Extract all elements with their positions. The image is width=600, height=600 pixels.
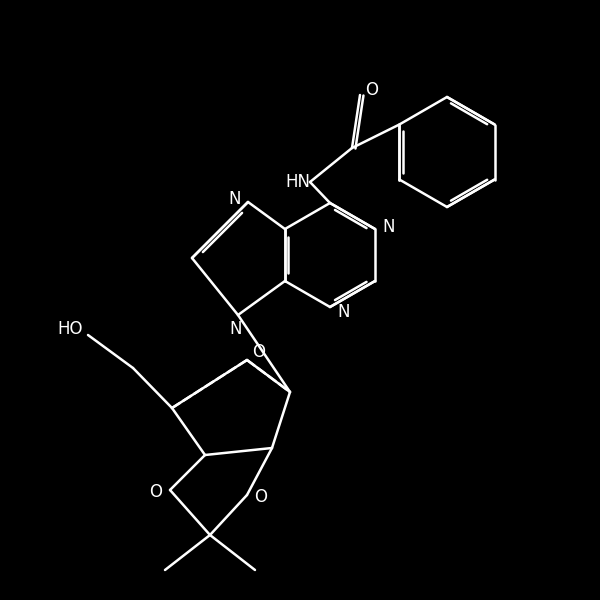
Text: HO: HO [57, 320, 83, 338]
Text: O: O [254, 488, 268, 506]
Text: HN: HN [286, 173, 311, 191]
Text: O: O [253, 343, 265, 361]
Text: O: O [149, 483, 163, 501]
Text: O: O [365, 81, 379, 99]
Text: N: N [230, 320, 242, 338]
Text: N: N [338, 303, 350, 321]
Text: N: N [383, 218, 395, 236]
Text: N: N [229, 190, 241, 208]
